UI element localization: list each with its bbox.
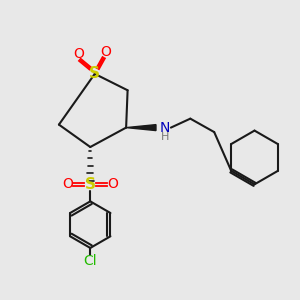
Polygon shape	[126, 124, 156, 130]
Text: O: O	[73, 47, 84, 61]
Text: O: O	[62, 177, 73, 191]
Text: S: S	[85, 177, 96, 192]
Text: S: S	[89, 66, 100, 81]
Text: N: N	[160, 121, 170, 135]
Text: H: H	[161, 132, 169, 142]
Text: Cl: Cl	[83, 254, 97, 268]
Text: O: O	[100, 45, 111, 59]
Text: O: O	[107, 177, 118, 191]
